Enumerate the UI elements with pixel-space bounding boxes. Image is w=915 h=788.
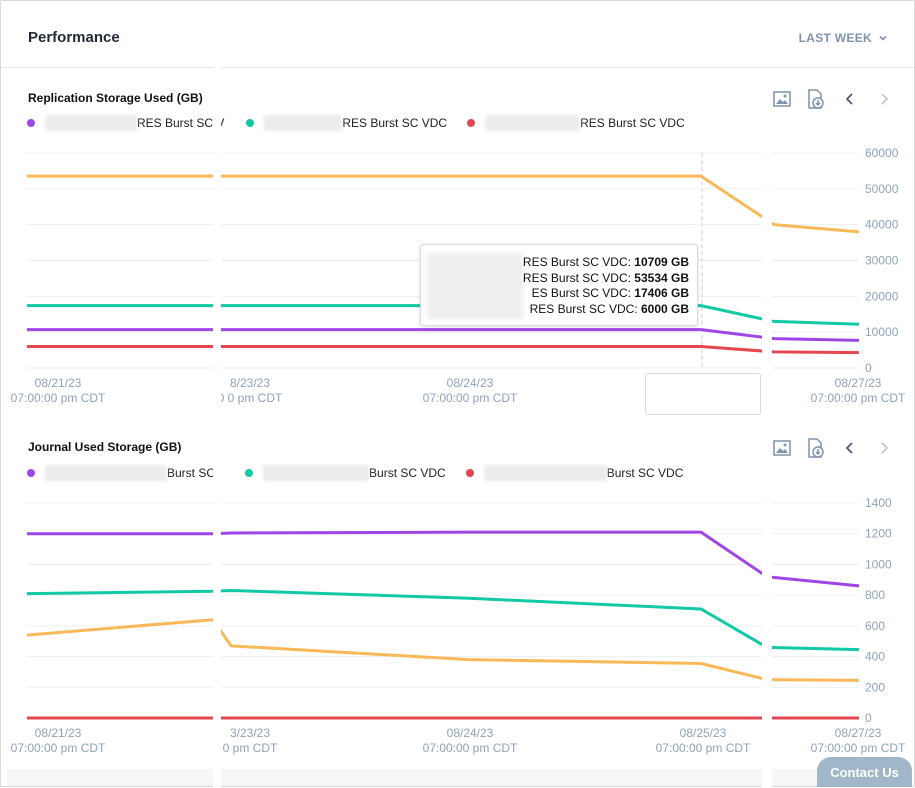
x-tick-date: 8/23/23 (230, 376, 270, 390)
replication-storage-panel: Replication Storage Used (GB) RES Burst … (1, 1, 914, 431)
legend-dot (467, 119, 476, 127)
legend-label: RES Burst SC VDC (342, 116, 448, 130)
x-tick-date: 08/24/23 (447, 726, 494, 740)
x-tick-date: 3/23/23 (230, 726, 270, 740)
x-tick-date: 08/21/23 (35, 376, 82, 390)
image-export-icon[interactable] (772, 438, 792, 458)
x-tick-date: 08/27/23 (835, 376, 882, 390)
redacted-name (45, 115, 137, 131)
y-tick-label: 400 (865, 650, 885, 664)
redacted-name (263, 465, 370, 481)
tooltip-row: ES Burst SC VDC: 17406 GB (531, 286, 689, 300)
legend-dot (245, 469, 254, 477)
x-tick-time: 07:00:00 pm CDT (11, 741, 106, 755)
chart-legend: RES Burst SC V RES Burst SC VDC RES Burs… (27, 115, 685, 131)
card-header: Performance LAST WEEK (1, 1, 914, 68)
journal-line-chart[interactable]: 140012001000800600400200008/21/2307:00:0… (1, 491, 914, 761)
y-tick-label: 1000 (865, 557, 892, 571)
legend-item[interactable]: RES Burst SC V (27, 115, 246, 131)
legend-label: RES Burst SC V (137, 116, 225, 130)
divider (213, 1, 221, 788)
x-tick-time: 07:00:00 pm CDT (811, 391, 906, 405)
download-icon[interactable] (806, 89, 826, 109)
download-icon[interactable] (806, 438, 826, 458)
tooltip-row: RES Burst SC VDC: 6000 GB (529, 301, 689, 316)
y-tick-label: 800 (865, 588, 885, 602)
y-tick-label: 50000 (865, 182, 899, 196)
legend-dot (465, 469, 474, 477)
time-range-dropdown[interactable]: LAST WEEK (799, 31, 888, 45)
legend-item[interactable]: RES Burst SC VDC (246, 115, 467, 131)
chevron-right-icon[interactable] (874, 438, 894, 458)
y-tick-label: 30000 (865, 254, 899, 268)
series-line (26, 589, 860, 652)
legend-dot (27, 469, 35, 477)
legend-dot (27, 119, 35, 127)
panel-title: Replication Storage Used (GB) (28, 91, 203, 105)
x-tick-time: 07:00:00 pm CDT (11, 391, 106, 405)
redacted-name (427, 253, 523, 319)
legend-label: Burst SC (167, 466, 216, 480)
x-tick-time: 07:00:00 pm CDT (811, 741, 906, 755)
legend-dot (246, 119, 255, 127)
x-tick-date: 08/24/23 (447, 376, 494, 390)
chart-legend: Burst SC Burst SC VDC Burst SC VDC (27, 465, 683, 481)
x-tick-date: 08/27/23 (835, 726, 882, 740)
image-export-icon[interactable] (772, 89, 792, 109)
tooltip-row: RES Burst SC VDC: 10709 GB (522, 255, 689, 269)
legend-item[interactable]: Burst SC VDC (245, 465, 466, 481)
y-tick-label: 10000 (865, 325, 899, 339)
chart-tooltip: RES Burst SC VDC: 10709 GB RES Burst SC … (420, 244, 698, 326)
chevron-right-icon[interactable] (874, 89, 894, 109)
redacted-name (45, 465, 167, 481)
bottom-scroll-area (7, 769, 907, 786)
y-tick-label: 1200 (865, 527, 892, 541)
x-tick-date: 08/25/23 (680, 726, 727, 740)
y-tick-label: 60000 (865, 146, 899, 160)
x-tick-time: 07:00:00 pm CDT (423, 741, 518, 755)
tooltip-row: RES Burst SC VDC: 53534 GB (522, 270, 689, 285)
y-tick-label: 0 (865, 711, 872, 725)
y-tick-label: 0 (865, 361, 872, 375)
legend-label: Burst SC VDC (606, 466, 684, 480)
x-tick-time: 0 0 pm CDT (218, 391, 283, 405)
x-tick-time: 0 pm CDT (223, 741, 278, 755)
divider (762, 131, 772, 788)
series-line (27, 530, 860, 588)
legend-item[interactable]: RES Burst SC VDC (467, 115, 685, 131)
panel-title: Journal Used Storage (GB) (28, 440, 182, 454)
x-tick-time: 07:00:00 pm CDT (423, 391, 518, 405)
legend-label: Burst SC VDC (369, 466, 446, 480)
contact-us-button[interactable]: Contact Us (817, 757, 912, 787)
chevron-down-icon (879, 35, 887, 41)
redacted-name (485, 115, 581, 131)
page-title: Performance (28, 29, 120, 46)
redacted-name (264, 115, 343, 131)
hover-axis-label (645, 373, 761, 415)
chevron-left-icon[interactable] (840, 89, 860, 109)
y-tick-label: 20000 (865, 289, 899, 303)
time-range-label: LAST WEEK (798, 31, 872, 45)
y-tick-label: 200 (865, 680, 885, 694)
y-tick-label: 600 (865, 619, 885, 633)
legend-label: RES Burst SC VDC (580, 116, 685, 130)
legend-item[interactable]: Burst SC (27, 465, 245, 481)
x-tick-time: 07:00:00 pm CDT (656, 741, 751, 755)
y-tick-label: 40000 (865, 218, 899, 232)
chevron-left-icon[interactable] (840, 438, 860, 458)
legend-item[interactable]: Burst SC VDC (465, 465, 684, 481)
redacted-name (483, 465, 607, 481)
x-tick-date: 08/21/23 (35, 726, 82, 740)
y-tick-label: 1400 (865, 496, 892, 510)
